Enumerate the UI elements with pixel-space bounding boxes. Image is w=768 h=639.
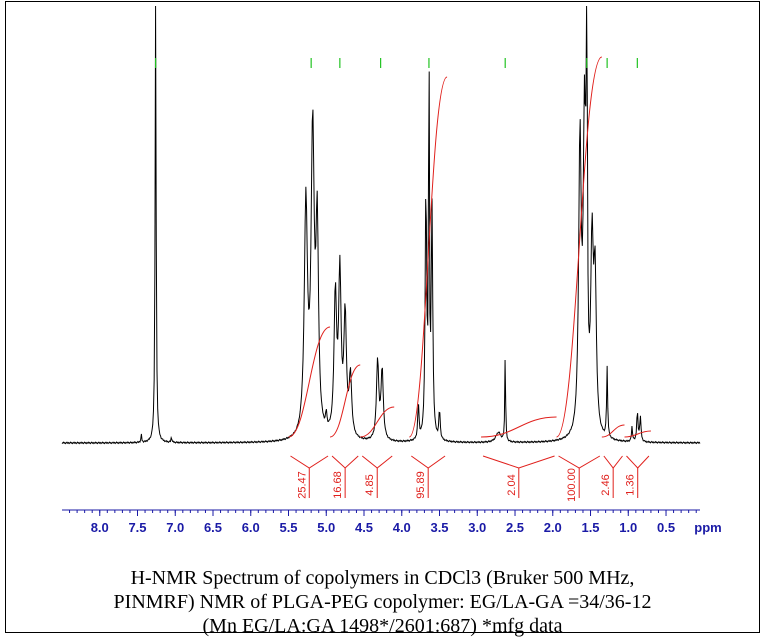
x-tick-label: 1.0 — [619, 520, 637, 535]
caption-line-2: PINMRF) NMR of PLGA-PEG copolymer: EG/LA… — [113, 591, 652, 613]
integral-bracket — [411, 455, 446, 469]
integral-label: 2.04 — [506, 474, 518, 495]
integral-curve — [556, 56, 603, 438]
x-tick-label: 8.0 — [91, 520, 109, 535]
caption-line-3: (Mn EG/LA:GA 1498*/2601:687) *mfg data — [202, 615, 563, 637]
integral-curve — [481, 416, 557, 438]
integral-label: 100.00 — [566, 468, 578, 502]
x-tick-label: 7.0 — [166, 520, 184, 535]
x-tick-label: 2.5 — [506, 520, 524, 535]
x-tick-label: 5.0 — [317, 520, 335, 535]
integral-curve — [601, 424, 625, 438]
integral-curve — [360, 406, 395, 438]
x-tick-label: 1.5 — [581, 520, 599, 535]
integral-label: 2.46 — [600, 474, 612, 495]
integral-curve — [408, 76, 448, 438]
nmr-spectrum-plot: 25.47 16.68 4.85 95.89 2.04 100.00 2.46 1.36 8.… — [61, 5, 722, 535]
x-tick-label: 4.0 — [393, 520, 411, 535]
integral-label: 4.85 — [364, 474, 376, 495]
integral-label: 25.47 — [296, 471, 308, 499]
x-tick-label: 5.5 — [279, 520, 297, 535]
integral-bracket — [482, 455, 555, 469]
integral-bracket — [558, 455, 601, 469]
x-tick-label: 0.5 — [657, 520, 675, 535]
integral-bracket — [331, 455, 359, 469]
integral-label: 16.68 — [332, 471, 344, 499]
x-tick-label: 3.5 — [430, 520, 448, 535]
integral-bracket — [626, 455, 650, 469]
integral-label: 95.89 — [415, 471, 427, 499]
figure-frame — [5, 1, 760, 633]
x-axis-unit: ppm — [694, 520, 721, 535]
integral-curve — [288, 326, 331, 438]
integral-curve — [624, 430, 651, 438]
figure-caption: H-NMR Spectrum of copolymers in CDCl3 (B… — [5, 566, 760, 638]
integral-curve — [329, 364, 361, 438]
integral-bracket — [361, 455, 393, 469]
integral-bracket — [290, 455, 329, 469]
integral-label: 1.36 — [625, 474, 637, 495]
x-tick-label: 6.0 — [242, 520, 260, 535]
x-tick-label: 2.0 — [544, 520, 562, 535]
caption-line-1: H-NMR Spectrum of copolymers in CDCl3 (B… — [130, 567, 635, 589]
spectrum-trace — [61, 5, 701, 445]
x-tick-label: 6.5 — [204, 520, 222, 535]
x-tick-label: 7.5 — [128, 520, 146, 535]
x-tick-label: 3.0 — [468, 520, 486, 535]
x-tick-label: 4.5 — [355, 520, 373, 535]
integral-bracket — [603, 455, 623, 469]
